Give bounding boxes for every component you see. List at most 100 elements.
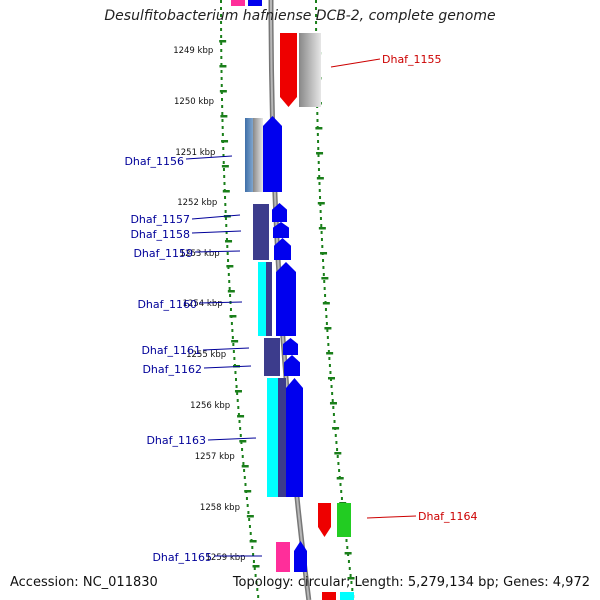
- ruler-tick-left: [219, 90, 227, 93]
- ruler-tick-left: [227, 290, 235, 293]
- accession-value: NC_011830: [82, 575, 158, 590]
- ruler-dot-left: [255, 581, 258, 584]
- gene-glyph-dhaf-1160: [276, 262, 296, 336]
- gene-leader-line: [330, 58, 381, 68]
- ruler-dot-right: [331, 392, 334, 395]
- ruler-dot-left: [228, 287, 231, 290]
- ruler-dot-right: [320, 238, 323, 241]
- topology-value: circular: [297, 575, 346, 590]
- ruler-dot-left: [235, 378, 238, 381]
- tick-label: 1259 kbp: [206, 553, 246, 563]
- ruler-dot-left: [251, 546, 254, 549]
- ruler-dot-right: [324, 308, 327, 311]
- ruler-tick-left: [244, 490, 252, 493]
- ruler-dot-left: [248, 518, 251, 521]
- gene-leader-line: [185, 155, 233, 160]
- ruler-dot-left: [243, 476, 246, 479]
- ruler-dot-left: [221, 105, 224, 108]
- ruler-dot-left: [237, 406, 240, 409]
- ruler-dot-right: [320, 231, 323, 234]
- ruler-dot-left: [224, 196, 227, 199]
- gene-leader-line: [366, 515, 417, 519]
- ruler-dot-left: [238, 420, 241, 423]
- ruler-dot-right: [316, 119, 319, 122]
- ruler-tick-right: [344, 552, 352, 555]
- ruler-dot-right: [319, 217, 322, 220]
- gene-label: Dhaf_1156: [124, 155, 184, 168]
- ruler-dot-left: [241, 448, 244, 451]
- ruler-dot-left: [225, 238, 228, 241]
- gene-leader-line: [191, 230, 242, 234]
- ruler-dot-right: [327, 350, 330, 353]
- ruler-dot-right: [340, 490, 343, 493]
- ruler-dot-right: [336, 448, 339, 451]
- tick-label: 1249 kbp: [173, 46, 213, 56]
- ruler-tick-right: [321, 277, 329, 280]
- gene-glyph-dhaf-1156: [263, 116, 282, 192]
- ruler-dot-left: [227, 273, 230, 276]
- genes-label: Genes:: [503, 575, 549, 590]
- gene-glyph-top-blue: [248, 0, 262, 6]
- ruler-dot-right: [332, 413, 335, 416]
- ruler-dot-right: [317, 154, 320, 157]
- ruler-dot-right: [334, 434, 337, 437]
- ruler-tick-left: [219, 65, 227, 68]
- ruler-tick-right: [320, 252, 328, 255]
- ruler-dot-right: [324, 294, 327, 297]
- ruler-dot-left: [222, 168, 225, 171]
- ruler-dot-left: [249, 532, 252, 535]
- ruler-tick-right: [329, 402, 337, 405]
- ruler-tick-right: [315, 127, 323, 130]
- ruler-dot-left: [247, 511, 250, 514]
- ruler-dot-left: [229, 308, 232, 311]
- gene-glyph-bottom-red: [322, 592, 336, 600]
- tick-label: 1256 kbp: [190, 401, 230, 411]
- ruler-dot-left: [220, 42, 223, 45]
- ruler-tick-right: [326, 352, 334, 355]
- gene-label: Dhaf_1158: [130, 228, 190, 241]
- ruler-dot-right: [315, 21, 318, 24]
- ruler-dot-left: [220, 49, 223, 52]
- ruler-dot-left: [220, 0, 222, 3]
- ruler-dot-left: [220, 77, 223, 80]
- ruler-tick-right: [347, 577, 355, 580]
- ruler-dot-left: [230, 322, 233, 325]
- ruler-tick-left: [246, 515, 254, 518]
- ruler-dot-right: [329, 371, 332, 374]
- tick-label: 1254 kbp: [183, 299, 223, 309]
- gene-glyph-dhaf-1162: [284, 355, 300, 376]
- ruler-dot-right: [332, 406, 335, 409]
- gene-glyph-navy-1163: [278, 378, 286, 497]
- ruler-tick-left: [221, 165, 229, 168]
- ruler-dot-right: [351, 588, 354, 591]
- gene-label: Dhaf_1162: [142, 363, 202, 376]
- ruler-dot-left: [241, 455, 244, 458]
- ruler-tick-right: [322, 302, 330, 305]
- ruler-tick-left: [225, 240, 233, 243]
- gene-label: Dhaf_1159: [133, 247, 193, 260]
- ruler-dot-right: [317, 140, 320, 143]
- ruler-tick-right: [318, 227, 326, 230]
- gene-label: Dhaf_1163: [146, 434, 206, 447]
- gene-leader-line: [194, 250, 241, 253]
- ruler-tick-right: [332, 427, 340, 430]
- ruler-tick-left: [237, 415, 245, 418]
- ruler-dot-left: [221, 126, 224, 129]
- ruler-tick-left: [249, 540, 257, 543]
- ruler-dot-right: [331, 399, 334, 402]
- ruler-dot-right: [317, 147, 320, 150]
- ruler-dot-right: [320, 224, 323, 227]
- ruler-tick-left: [229, 315, 237, 318]
- ruler-dot-right: [333, 420, 336, 423]
- ruler-dot-left: [224, 203, 227, 206]
- tick-label: 1258 kbp: [200, 503, 240, 513]
- ruler-dot-right: [327, 343, 330, 346]
- ruler-dot-left: [236, 399, 239, 402]
- gene-label: Dhaf_1165: [152, 551, 212, 564]
- ruler-tick-right: [317, 202, 325, 205]
- ruler-dot-left: [229, 294, 232, 297]
- ruler-dot-left: [233, 357, 236, 360]
- ruler-dot-left: [221, 133, 224, 136]
- ruler-dot-left: [234, 371, 237, 374]
